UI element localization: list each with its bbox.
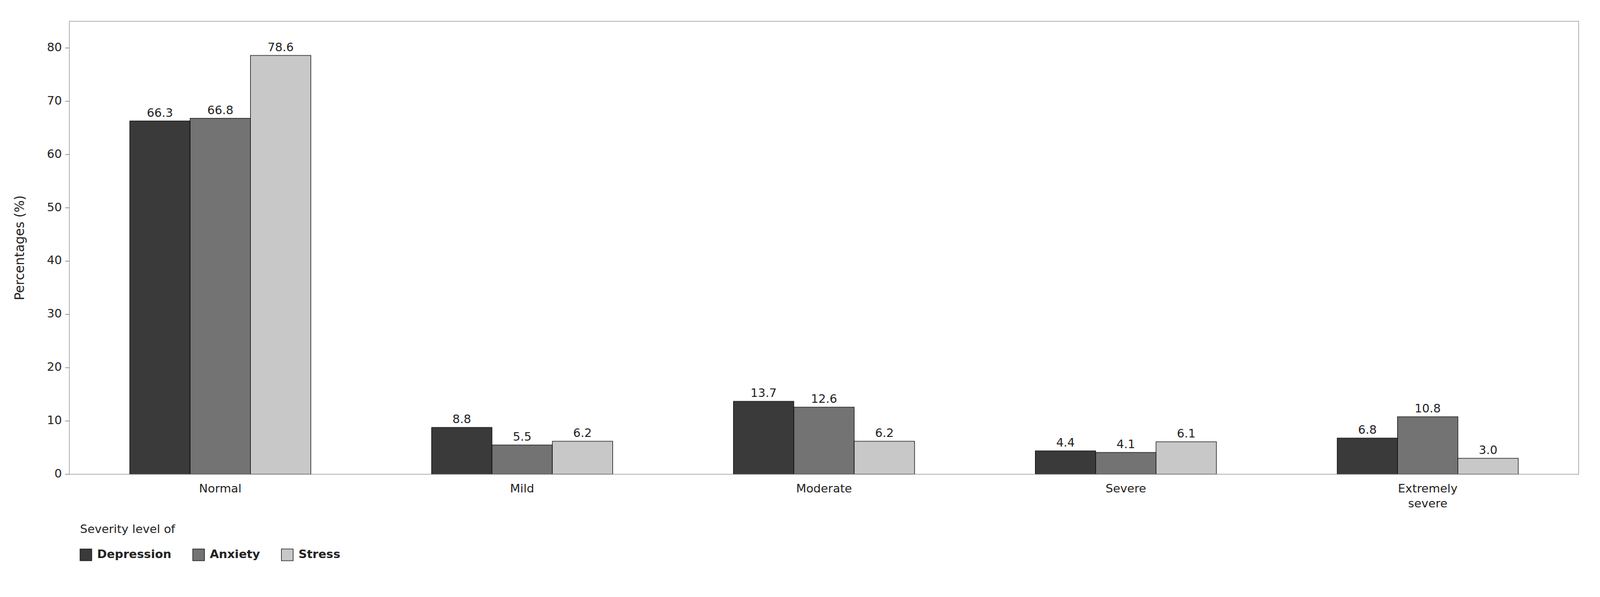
data-label: 8.8 [452, 412, 472, 426]
x-tick-label-line: Extremely [1397, 481, 1458, 496]
bar [431, 427, 492, 475]
data-label: 5.5 [512, 430, 532, 444]
x-tick-label: Severe [1105, 481, 1146, 496]
data-labels: 66.3 8.8 13.7 4.4 6.8 66.8 5.5 12.6 4.1 10.8 78.6 6… [146, 40, 1498, 457]
data-label: 4.1 [1116, 437, 1136, 451]
bar [491, 444, 553, 475]
y-tick-label: 50 [46, 200, 62, 214]
y-tick [65, 474, 70, 475]
x-tick-label-line: Normal [198, 481, 242, 496]
plot-frame [69, 21, 1579, 475]
data-label: 4.4 [1056, 435, 1076, 450]
data-label: 10.8 [1414, 401, 1442, 416]
bar [552, 441, 613, 475]
y-tick [65, 100, 70, 102]
bar [733, 401, 794, 475]
bar [1458, 458, 1519, 475]
legend-label: Stress [298, 547, 340, 561]
bar [1336, 438, 1398, 475]
bar [1397, 416, 1459, 475]
data-label: 12.6 [810, 392, 838, 406]
legend: Severity level of Depression Anxiety Stress [80, 522, 341, 561]
bar [854, 441, 915, 475]
y-tick [65, 420, 70, 422]
y-tick-label: 30 [46, 306, 62, 321]
data-label: 3.0 [1478, 443, 1498, 457]
data-label: 6.2 [572, 426, 592, 440]
bar [1156, 441, 1217, 475]
data-label: 6.8 [1357, 423, 1377, 437]
x-tick-label: Extremelysevere [1397, 481, 1458, 511]
legend-label: Anxiety [209, 547, 260, 561]
y-tick-label: 0 [54, 466, 62, 481]
y-axis: 0 10 20 30 40 50 60 70 80 [46, 40, 70, 481]
y-tick [65, 367, 70, 369]
legend-swatch [281, 548, 293, 561]
y-tick-label: 40 [46, 253, 62, 267]
chart-container: 66.3 8.8 13.7 4.4 6.8 66.8 5.5 12.6 4.1 10.8 78.6 6… [0, 0, 1600, 597]
y-tick-label: 70 [46, 93, 62, 108]
x-tick-label-line: Mild [510, 481, 535, 496]
data-label: 66.8 [207, 103, 234, 117]
bar [250, 55, 311, 475]
data-label: 6.2 [874, 426, 894, 440]
x-tick-label-line: severe [1407, 496, 1448, 511]
y-tick-label: 20 [46, 360, 62, 374]
y-tick-label: 80 [46, 40, 62, 54]
bar [189, 118, 251, 475]
x-axis: Normal Mild Moderate Severe Extremelysevere [198, 481, 1458, 511]
y-tick-label: 60 [46, 147, 62, 161]
x-tick-label: Moderate [795, 481, 853, 496]
bar [129, 121, 190, 475]
legend-title: Severity level of [80, 522, 177, 536]
bar [1095, 452, 1157, 475]
x-tick-label-line: Severe [1105, 481, 1146, 496]
data-label: 66.3 [146, 106, 173, 120]
data-label: 78.6 [267, 40, 294, 54]
y-tick [65, 47, 70, 49]
y-axis-label: Percentages (%) [12, 195, 28, 301]
y-tick-label: 10 [46, 413, 62, 427]
legend-swatch [80, 548, 92, 561]
legend-label: Depression [97, 547, 172, 561]
x-tick-label-line: Moderate [795, 481, 853, 496]
bar [793, 407, 855, 475]
y-tick [65, 207, 70, 209]
bar [1035, 450, 1096, 475]
x-tick-label: Normal [198, 481, 242, 496]
chart-svg: 66.3 8.8 13.7 4.4 6.8 66.8 5.5 12.6 4.1 10.8 78.6 6… [0, 0, 1600, 597]
data-label: 13.7 [750, 386, 777, 400]
y-tick [65, 314, 70, 315]
bars [129, 55, 1519, 475]
legend-swatch [192, 548, 205, 561]
y-tick [65, 260, 70, 262]
y-tick [65, 154, 70, 155]
data-label: 6.1 [1176, 426, 1196, 441]
x-tick-label: Mild [510, 481, 535, 496]
